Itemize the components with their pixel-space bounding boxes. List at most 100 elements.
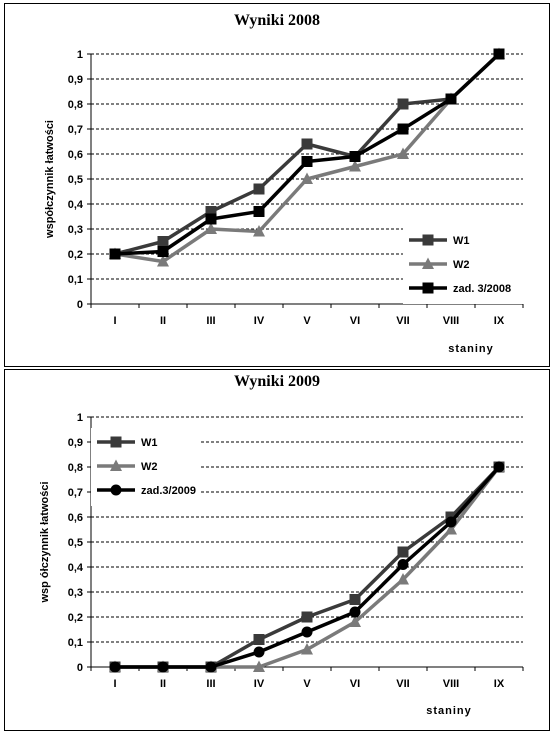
chart1-ytick-label: 0,5 [68,174,83,186]
chart2-ytick-label: 0,3 [68,587,83,599]
chart2-title: Wyniki 2009 [234,373,320,390]
chart2-legend-marker [110,459,122,471]
chart1-series-3-point [445,93,457,105]
chart2-xtick-label: V [303,678,311,690]
chart2-series-3-point [157,661,169,673]
chart2-ytick-label: 0,1 [68,637,83,649]
chart1-series-3-point [253,206,265,217]
chart1-ytick-label: 0,1 [68,274,83,286]
chart2-series-2-point [397,573,409,585]
chart1-xtick-label: VII [396,315,409,327]
chart2-series-1-point [349,594,361,605]
chart2-xtick-label: IV [254,678,265,690]
chart2-ytick-label: 0 [77,662,83,674]
chart2-legend-label: W1 [141,437,158,449]
chart2-ylabel: wsp ółczynnik łatwości [39,481,51,603]
chart2-xtick-label: II [160,678,166,690]
chart2-xtick-label: VIII [443,678,460,690]
chart2-series-2-point [445,523,457,535]
chart2-series-2-point [301,643,313,655]
chart2-ytick-label: 0,7 [68,487,83,499]
chart-panel-2009: Wyniki 2009 0 0,1 0,2 0,3 0,4 0,5 0,6 0,7 0,8 0,9 1… [4,369,550,731]
chart2-legend-label: W2 [141,461,158,473]
chart-panel-2008: Wyniki 2008 0 0,1 0,2 0,3 0,4 0,5 0,6 0,7 0,8 0,9 1… [4,3,550,367]
chart1-xtick-label: I [113,315,116,327]
chart2-ytick-label: 0,5 [68,537,83,549]
chart1-ytick-label: 0,7 [68,124,83,136]
chart2-series-2-point [253,660,265,672]
chart-2009: Wyniki 2009 0 0,1 0,2 0,3 0,4 0,5 0,6 0,7 0,8 0,9 1… [39,373,524,717]
chart2-series-3-point [445,516,457,528]
chart1-series-3-point [157,246,169,257]
chart1-ytick-label: 0,2 [68,249,83,261]
chart1-series-3-point [349,151,361,162]
chart1-legend-label: W1 [453,235,470,247]
chart2-xtick-label: IX [494,678,505,690]
chart2-xtick-label: VI [350,678,360,690]
chart2-ytick-label: 0,9 [68,437,83,449]
chart2-series-3-point [205,661,217,673]
chart1-series-1-point [157,236,169,247]
chart2-ytick-label: 0,8 [68,462,83,474]
chart2-ytick-label: 0,2 [68,612,83,624]
chart1-series-2-point [205,222,217,234]
chart1-ytick-label: 0,4 [68,199,84,211]
chart2-ytick-label: 0,4 [68,562,84,574]
chart2-xtick-label: I [113,678,116,690]
chart1-series-2-point [349,160,361,172]
chart1-series-3-point [493,48,505,60]
chart1-series-3-point [397,123,409,135]
chart-2008: Wyniki 2008 0 0,1 0,2 0,3 0,4 0,5 0,6 0,7 0,8 0,9 1… [44,12,527,355]
chart2-series-3-point [493,461,505,473]
chart2-legend-marker [110,484,122,496]
chart1-legend-label: zad. 3/2008 [453,283,511,295]
chart2-legend-marker [110,436,122,448]
chart1-ylabel: współczynnik łatwości [44,120,56,239]
chart1-ytick-label: 0,3 [68,224,83,236]
chart1-xtick-label: VI [350,315,360,327]
chart2-xlabel: staniny [426,705,472,717]
chart2-ytick-label: 0,6 [68,512,83,524]
chart1-legend-marker [422,282,434,294]
chart1-title: Wyniki 2008 [234,12,320,29]
chart1-legend-marker [422,257,434,269]
chart1-xlabel: staniny [448,343,494,355]
chart1-xtick-label: II [160,315,166,327]
chart2-series-3-point [301,626,313,638]
chart2-xtick-label: VII [396,678,409,690]
chart2-series-1-point [397,546,409,558]
chart1-series-3-point [301,156,313,167]
chart2-series-3-point [109,661,121,673]
chart1-xtick-label: III [206,315,215,327]
chart1-xtick-label: IX [494,315,505,327]
chart1-series-1-point [205,206,217,217]
chart1-xtick-label: V [303,315,311,327]
chart1-ytick-label: 0,9 [68,74,83,86]
chart2-series-3-point [349,606,361,618]
chart1-ytick-label: 0 [77,299,83,311]
chart1-ytick-label: 1 [77,49,83,61]
chart1-series-2-point [397,147,409,159]
chart1-series-3-point [109,248,121,260]
chart1-series-2-point [253,225,265,237]
chart1-series-1-point [301,138,313,150]
chart1-series-3-point [205,213,217,225]
chart2-series-1-point [253,634,265,645]
chart1-series-1-point [397,98,409,110]
chart1-series-1-point [253,183,265,195]
chart2-xtick-label: III [206,678,215,690]
chart1-xtick-label: VIII [443,315,460,327]
chart2-legend-label: zad.3/2009 [141,485,196,497]
chart1-ytick-label: 0,8 [68,99,83,111]
chart1-legend-marker [422,234,434,246]
chart1-ytick-label: 0,6 [68,149,83,161]
chart2-series-3-point [397,559,409,570]
chart1-series-2-point [301,172,313,184]
chart1-xtick-label: IV [254,315,265,327]
chart2-series-2-point [349,615,361,627]
chart2-ytick-label: 1 [77,412,83,424]
chart1-series-2-point [157,255,169,267]
chart1-legend-label: W2 [453,259,470,271]
chart2-series-3-point [253,646,265,658]
chart2-series-1-point [301,611,313,623]
